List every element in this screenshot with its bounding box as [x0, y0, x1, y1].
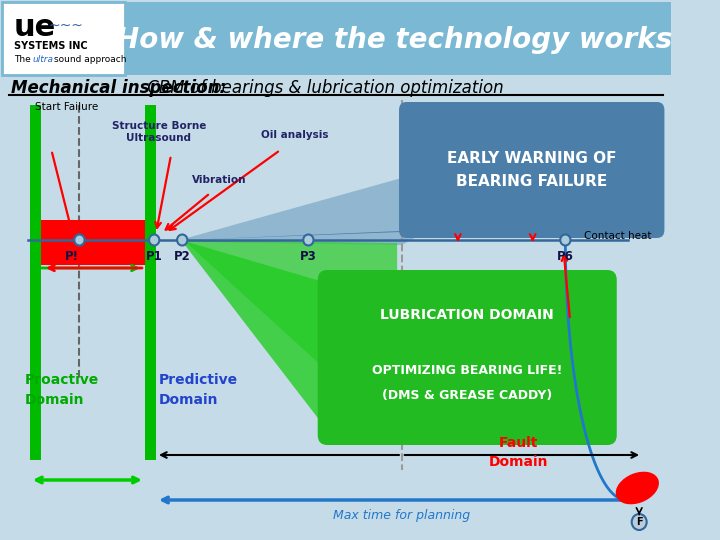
Text: F: F [636, 517, 642, 527]
Text: ue: ue [14, 14, 56, 43]
Circle shape [74, 234, 84, 246]
Text: LUBRICATION DOMAIN: LUBRICATION DOMAIN [380, 308, 554, 322]
Bar [41, 220, 145, 265]
Ellipse shape [616, 471, 659, 504]
Circle shape [303, 234, 313, 246]
Text: Fault: Fault [499, 436, 539, 450]
Text: OPTIMIZING BEARING LIFE!: OPTIMIZING BEARING LIFE! [372, 363, 562, 376]
Circle shape [74, 234, 84, 246]
Text: P2: P2 [174, 251, 191, 264]
Bar [2, 2, 125, 75]
Bar [145, 105, 156, 460]
Polygon shape [187, 230, 453, 240]
Text: P1: P1 [146, 251, 163, 264]
Text: Vibration: Vibration [192, 175, 247, 185]
Bar [125, 2, 671, 75]
Text: ultra: ultra [32, 56, 54, 64]
FancyBboxPatch shape [318, 270, 617, 445]
Bar [30, 105, 41, 460]
Text: ~~~: ~~~ [48, 19, 84, 33]
Text: P6: P6 [557, 251, 574, 264]
Text: EARLY WARNING OF
BEARING FAILURE: EARLY WARNING OF BEARING FAILURE [447, 151, 616, 188]
Text: Max time for planning: Max time for planning [333, 509, 470, 522]
Circle shape [631, 514, 647, 530]
Circle shape [149, 234, 159, 246]
Text: How & where the technology works: How & where the technology works [116, 26, 672, 54]
Circle shape [177, 234, 187, 246]
Polygon shape [187, 240, 397, 435]
Text: SYSTEMS INC: SYSTEMS INC [14, 41, 88, 51]
FancyBboxPatch shape [399, 102, 665, 238]
Polygon shape [187, 110, 645, 245]
Text: (DMS & GREASE CADDY): (DMS & GREASE CADDY) [382, 388, 552, 402]
Text: Domain: Domain [489, 455, 549, 469]
Text: Contact heat: Contact heat [584, 231, 652, 241]
Text: Structure Borne
Ultrasound: Structure Borne Ultrasound [112, 122, 206, 143]
Text: Proactive
Domain: Proactive Domain [25, 373, 99, 407]
Text: sound approach: sound approach [54, 56, 127, 64]
Text: Predictive
Domain: Predictive Domain [159, 373, 238, 407]
Text: P!: P! [65, 251, 79, 264]
Text: The: The [14, 56, 34, 64]
Text: Oil analysis: Oil analysis [261, 130, 328, 140]
Text: Mechanical inspection:: Mechanical inspection: [12, 79, 226, 97]
Text: Start Failure: Start Failure [35, 102, 98, 112]
Text: CBM of bearings & lubrication optimization: CBM of bearings & lubrication optimizati… [142, 79, 504, 97]
Text: P3: P3 [300, 251, 317, 264]
Circle shape [560, 234, 570, 246]
Polygon shape [184, 241, 327, 430]
